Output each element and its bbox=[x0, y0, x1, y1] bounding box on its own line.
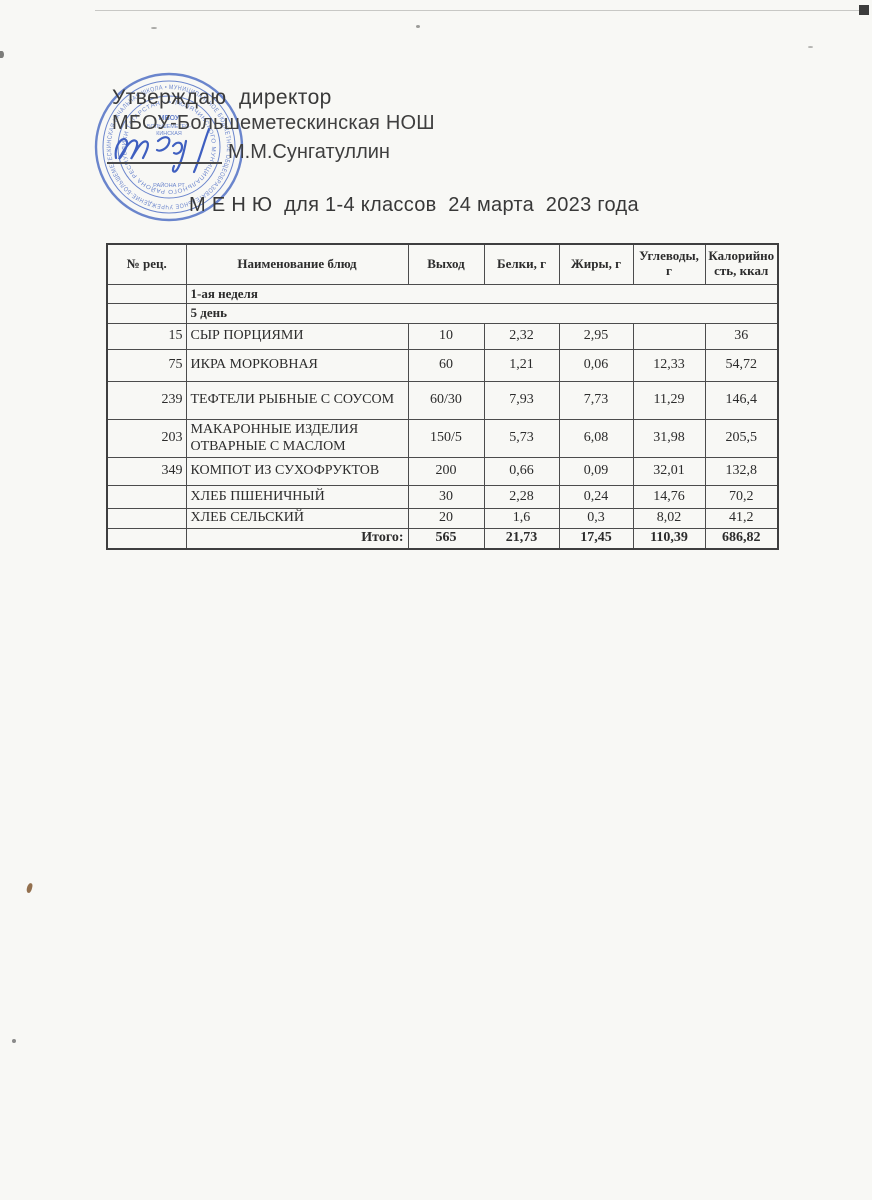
cell-output: 150/5 bbox=[407, 418, 485, 458]
stamp-center-line1: МБОУ bbox=[159, 115, 180, 122]
cell-output: 200 bbox=[407, 456, 485, 486]
scan-speck bbox=[151, 27, 157, 29]
cell-empty bbox=[106, 302, 187, 324]
col-header-output: Выход bbox=[407, 243, 485, 285]
total-output: 565 bbox=[407, 527, 485, 550]
scan-artifact-corner bbox=[859, 5, 869, 15]
table-row: ХЛЕБ ПШЕНИЧНЫЙ 30 2,28 0,24 14,76 70,2 bbox=[106, 484, 779, 509]
stamp-center-line2: БОЛЬШЕМЕТЕС- bbox=[147, 124, 191, 130]
signature-scribble-icon bbox=[114, 127, 211, 174]
week-label: 1-ая неделя bbox=[185, 283, 779, 304]
cell-dish-name: ТЕФТЕЛИ РЫБНЫЕ С СОУСОМ bbox=[185, 380, 409, 420]
col-header-carbs: Углеводы, г bbox=[632, 243, 706, 285]
cell-output: 60 bbox=[407, 348, 485, 382]
cell-recipe-no: 75 bbox=[106, 348, 187, 382]
cell-recipe-no: 15 bbox=[106, 322, 187, 350]
cell-protein: 5,73 bbox=[483, 418, 560, 458]
cell-kcal: 205,5 bbox=[704, 418, 779, 458]
cell-recipe-no: 239 bbox=[106, 380, 187, 420]
cell-fat: 0,06 bbox=[558, 348, 634, 382]
stamp-center-line4: РАЙОНА РТ bbox=[153, 181, 185, 189]
cell-carbs: 8,02 bbox=[632, 507, 706, 529]
totals-row: Итого: 565 21,73 17,45 110,39 686,82 bbox=[106, 527, 779, 550]
table-row: 239 ТЕФТЕЛИ РЫБНЫЕ С СОУСОМ 60/30 7,93 7… bbox=[106, 380, 779, 420]
cell-kcal: 36 bbox=[704, 322, 779, 350]
table-row: 203 МАКАРОННЫЕ ИЗДЕЛИЯ ОТВАРНЫЕ С МАСЛОМ… bbox=[106, 418, 779, 458]
table-header-row: № рец. Наименование блюд Выход Белки, г … bbox=[106, 243, 779, 285]
col-header-dish: Наименование блюд bbox=[185, 243, 409, 285]
cell-carbs: 31,98 bbox=[632, 418, 706, 458]
cell-kcal: 41,2 bbox=[704, 507, 779, 529]
scan-speck bbox=[0, 51, 4, 58]
table-row: 15 СЫР ПОРЦИЯМИ 10 2,32 2,95 36 bbox=[106, 322, 779, 350]
cell-recipe-no: 349 bbox=[106, 456, 187, 486]
cell-dish-name: МАКАРОННЫЕ ИЗДЕЛИЯ ОТВАРНЫЕ С МАСЛОМ bbox=[185, 418, 409, 458]
totals-label: Итого: bbox=[185, 527, 409, 550]
cell-protein: 1,6 bbox=[483, 507, 560, 529]
cell-empty bbox=[106, 283, 187, 304]
scan-artifact-line bbox=[95, 10, 864, 11]
cell-kcal: 132,8 bbox=[704, 456, 779, 486]
cell-dish-name: СЫР ПОРЦИЯМИ bbox=[185, 322, 409, 350]
page-title: М Е Н Ю для 1-4 классов 24 марта 2023 го… bbox=[189, 194, 639, 216]
cell-output: 20 bbox=[407, 507, 485, 529]
cell-carbs: 11,29 bbox=[632, 380, 706, 420]
cell-recipe-no bbox=[106, 484, 187, 509]
cell-dish-name: ХЛЕБ ПШЕНИЧНЫЙ bbox=[185, 484, 409, 509]
day-label: 5 день bbox=[185, 302, 779, 324]
col-header-kcal: Калорийно сть, ккал bbox=[704, 243, 779, 285]
cell-protein: 0,66 bbox=[483, 456, 560, 486]
scan-speck bbox=[808, 46, 813, 48]
signature-line bbox=[107, 148, 222, 164]
cell-empty bbox=[106, 527, 187, 550]
cell-fat: 0,09 bbox=[558, 456, 634, 486]
cell-protein: 2,28 bbox=[483, 484, 560, 509]
cell-dish-name: КОМПОТ ИЗ СУХОФРУКТОВ bbox=[185, 456, 409, 486]
approval-line: Утверждаю директор bbox=[112, 86, 332, 109]
table-row: 75 ИКРА МОРКОВНАЯ 60 1,21 0,06 12,33 54,… bbox=[106, 348, 779, 382]
cell-fat: 2,95 bbox=[558, 322, 634, 350]
scan-speck bbox=[25, 882, 34, 894]
cell-recipe-no: 203 bbox=[106, 418, 187, 458]
col-header-recipe-no: № рец. bbox=[106, 243, 187, 285]
table-row: ХЛЕБ СЕЛЬСКИЙ 20 1,6 0,3 8,02 41,2 bbox=[106, 507, 779, 529]
scan-speck bbox=[416, 25, 420, 28]
menu-table: № рец. Наименование блюд Выход Белки, г … bbox=[106, 243, 779, 550]
day-label-row: 5 день bbox=[106, 302, 779, 324]
cell-dish-name: ХЛЕБ СЕЛЬСКИЙ bbox=[185, 507, 409, 529]
cell-output: 60/30 bbox=[407, 380, 485, 420]
director-name: М.М.Сунгатуллин bbox=[228, 141, 390, 163]
cell-protein: 7,93 bbox=[483, 380, 560, 420]
cell-carbs: 14,76 bbox=[632, 484, 706, 509]
stamp-center-line3: КИНСКАЯ bbox=[156, 131, 182, 137]
total-kcal: 686,82 bbox=[704, 527, 779, 550]
school-name: МБОУ-Большеметескинская НОШ bbox=[112, 112, 435, 134]
total-fat: 17,45 bbox=[558, 527, 634, 550]
cell-fat: 7,73 bbox=[558, 380, 634, 420]
cell-protein: 2,32 bbox=[483, 322, 560, 350]
cell-recipe-no bbox=[106, 507, 187, 529]
cell-kcal: 54,72 bbox=[704, 348, 779, 382]
cell-carbs: 12,33 bbox=[632, 348, 706, 382]
cell-carbs: 32,01 bbox=[632, 456, 706, 486]
cell-carbs bbox=[632, 322, 706, 350]
cell-kcal: 70,2 bbox=[704, 484, 779, 509]
scan-speck bbox=[12, 1039, 16, 1043]
cell-fat: 0,3 bbox=[558, 507, 634, 529]
table-row: 349 КОМПОТ ИЗ СУХОФРУКТОВ 200 0,66 0,09 … bbox=[106, 456, 779, 486]
cell-output: 30 bbox=[407, 484, 485, 509]
cell-fat: 0,24 bbox=[558, 484, 634, 509]
col-header-protein: Белки, г bbox=[483, 243, 560, 285]
cell-output: 10 bbox=[407, 322, 485, 350]
cell-dish-name: ИКРА МОРКОВНАЯ bbox=[185, 348, 409, 382]
cell-fat: 6,08 bbox=[558, 418, 634, 458]
week-label-row: 1-ая неделя bbox=[106, 283, 779, 304]
cell-protein: 1,21 bbox=[483, 348, 560, 382]
col-header-fat: Жиры, г bbox=[558, 243, 634, 285]
cell-kcal: 146,4 bbox=[704, 380, 779, 420]
total-protein: 21,73 bbox=[483, 527, 560, 550]
total-carbs: 110,39 bbox=[632, 527, 706, 550]
